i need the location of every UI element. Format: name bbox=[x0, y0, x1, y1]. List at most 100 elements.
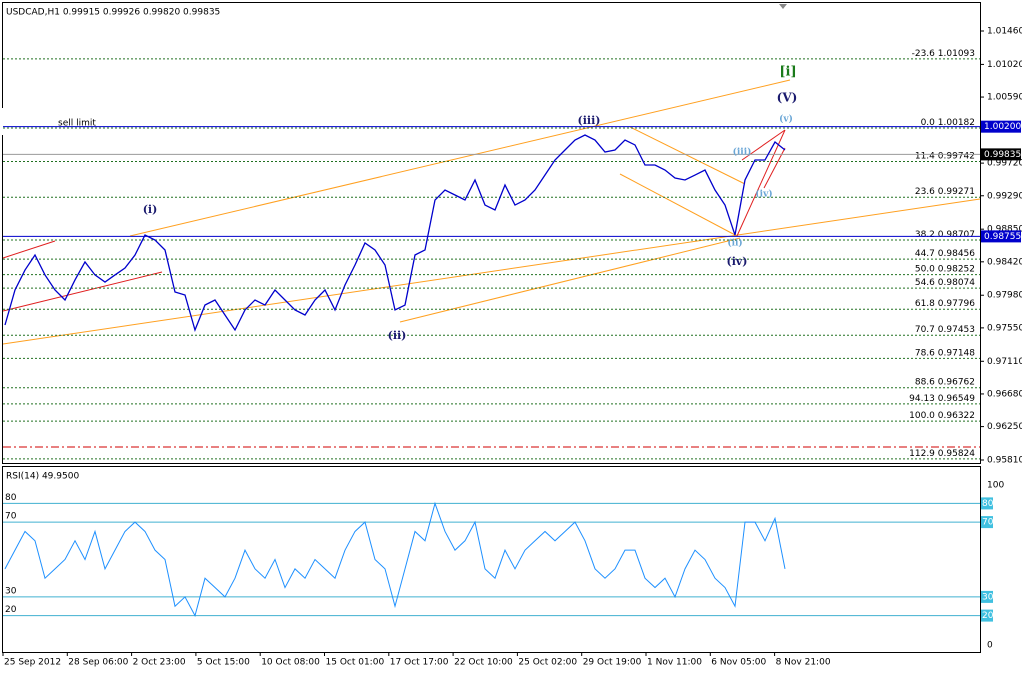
fib-ratio: -23.6 bbox=[912, 48, 936, 58]
rsi-level-tag: 20 bbox=[982, 611, 994, 621]
rsi-level-box bbox=[981, 497, 993, 510]
wave-label: [i] bbox=[779, 65, 796, 80]
rsi-level-tag: 80 bbox=[982, 499, 994, 509]
fib-ratio: 38.2 bbox=[915, 230, 935, 240]
date-label: 2 Oct 23:00 bbox=[133, 658, 186, 668]
price-marker-label: 0.98755 bbox=[984, 232, 1021, 242]
fib-label: 50.0 0.98252 bbox=[915, 264, 975, 274]
fib-ratio: 112.9 bbox=[909, 448, 935, 458]
price-tick-label: 0.97980 bbox=[987, 291, 1022, 301]
wave-label: (v) bbox=[779, 114, 793, 125]
date-label: 25 Oct 02:00 bbox=[518, 658, 577, 668]
fib-price: 0.97796 bbox=[938, 299, 975, 309]
date-label: 17 Oct 17:00 bbox=[390, 658, 449, 668]
price-tick-label: 1.01460 bbox=[987, 27, 1022, 37]
fib-label: -23.6 1.01093 bbox=[912, 48, 975, 58]
price-marker-box bbox=[981, 148, 1021, 161]
fib-label: 38.2 0.98707 bbox=[915, 230, 975, 240]
fib-price: 0.98252 bbox=[938, 264, 975, 274]
trendline bbox=[2, 271, 163, 312]
date-label: 22 Oct 10:00 bbox=[454, 658, 513, 668]
fib-ratio: 54.6 bbox=[915, 278, 935, 288]
date-label: 15 Oct 01:00 bbox=[326, 658, 385, 668]
fib-price: 0.98456 bbox=[938, 249, 975, 259]
fib-ratio: 94.13 bbox=[909, 393, 935, 403]
date-label: 1 Nov 11:00 bbox=[647, 658, 702, 668]
fib-label: 0.0 1.00182 bbox=[921, 118, 975, 128]
fib-ratio: 78.6 bbox=[915, 348, 935, 358]
wave-label: (ii) bbox=[727, 238, 742, 249]
fib-price: 0.96762 bbox=[938, 377, 975, 387]
mask bbox=[0, 108, 55, 135]
trendline bbox=[129, 79, 791, 237]
fib-label: 44.7 0.98456 bbox=[915, 249, 975, 259]
price-tick-label: 0.95810 bbox=[987, 456, 1022, 466]
rsi-scale-label: 0 bbox=[987, 641, 993, 651]
date-label: 28 Sep 06:00 bbox=[68, 658, 128, 668]
fib-price: 0.97453 bbox=[938, 325, 975, 335]
fib-label: 54.6 0.98074 bbox=[915, 278, 975, 288]
trendline bbox=[629, 126, 746, 185]
fib-label: 61.8 0.97796 bbox=[915, 299, 975, 309]
wave-label: (iv) bbox=[755, 189, 772, 200]
trendline bbox=[2, 198, 981, 345]
price-tick-label: 1.01020 bbox=[987, 60, 1022, 70]
price-tick-label: 0.97110 bbox=[987, 357, 1022, 367]
fib-ratio: 44.7 bbox=[915, 249, 935, 259]
price-tick-label: 0.99720 bbox=[987, 159, 1022, 169]
wave-label: (iii) bbox=[578, 114, 601, 127]
fib-price: 0.96549 bbox=[938, 393, 975, 403]
trendline bbox=[619, 173, 738, 237]
fib-ratio: 70.7 bbox=[915, 325, 935, 335]
fib-label: 23.6 0.99271 bbox=[915, 187, 975, 197]
wave-label: (i) bbox=[143, 203, 158, 216]
price-tick-label: 0.97550 bbox=[987, 323, 1022, 333]
date-label: 10 Oct 08:00 bbox=[261, 658, 320, 668]
rsi-pane bbox=[2, 466, 981, 653]
wave-label: (iv) bbox=[727, 255, 748, 268]
rsi-level-box bbox=[981, 590, 993, 603]
trendline bbox=[741, 129, 786, 161]
rsi-line bbox=[4, 501, 786, 617]
fib-ratio: 23.6 bbox=[915, 187, 935, 197]
price-pane bbox=[2, 2, 981, 464]
rsi-level-label: 70 bbox=[5, 512, 17, 522]
pane-marker bbox=[779, 4, 787, 9]
fib-ratio: 100.0 bbox=[909, 411, 935, 421]
price-tick-label: 1.00590 bbox=[987, 93, 1022, 103]
date-label: 29 Oct 19:00 bbox=[583, 658, 642, 668]
fib-label: 100.0 0.96322 bbox=[909, 411, 975, 421]
rsi-header: RSI(14) 49.9500 bbox=[6, 472, 79, 482]
price-tick-label: 0.98420 bbox=[987, 257, 1022, 267]
fib-ratio: 50.0 bbox=[915, 264, 935, 274]
price-tick-label: 0.96680 bbox=[987, 389, 1022, 399]
wave-label: (ii) bbox=[388, 329, 407, 342]
rsi-level-box bbox=[981, 516, 993, 529]
rsi-level-box bbox=[981, 609, 993, 622]
fib-label: 11.4 0.99742 bbox=[915, 151, 975, 161]
fib-price: 1.00182 bbox=[938, 118, 975, 128]
fib-price: 0.99742 bbox=[938, 151, 975, 161]
rsi-level-tag: 70 bbox=[982, 518, 994, 528]
rsi-level-label: 20 bbox=[5, 605, 17, 615]
fib-ratio: 0.0 bbox=[921, 118, 936, 128]
rsi-level-label: 80 bbox=[5, 493, 17, 503]
price-marker-box bbox=[981, 120, 1021, 133]
rsi-level-label: 30 bbox=[5, 586, 17, 596]
symbol-header: USDCAD,H1 0.99915 0.99926 0.99820 0.9983… bbox=[6, 8, 220, 18]
fib-label: 78.6 0.97148 bbox=[915, 348, 975, 358]
price-tick-label: 0.99290 bbox=[987, 191, 1022, 201]
fib-price: 1.01093 bbox=[938, 48, 975, 58]
price-tick-label: 0.98850 bbox=[987, 225, 1022, 235]
fib-price: 0.95824 bbox=[938, 448, 975, 458]
price-line bbox=[4, 134, 786, 333]
price-marker-box bbox=[981, 230, 1021, 243]
date-label: 25 Sep 2012 bbox=[4, 658, 61, 668]
date-label: 5 Oct 15:00 bbox=[197, 658, 250, 668]
price-tick-label: 0.96250 bbox=[987, 422, 1022, 432]
fib-price: 0.99271 bbox=[938, 187, 975, 197]
fib-price: 0.97148 bbox=[938, 348, 975, 358]
fib-label: 94.13 0.96549 bbox=[909, 393, 975, 403]
